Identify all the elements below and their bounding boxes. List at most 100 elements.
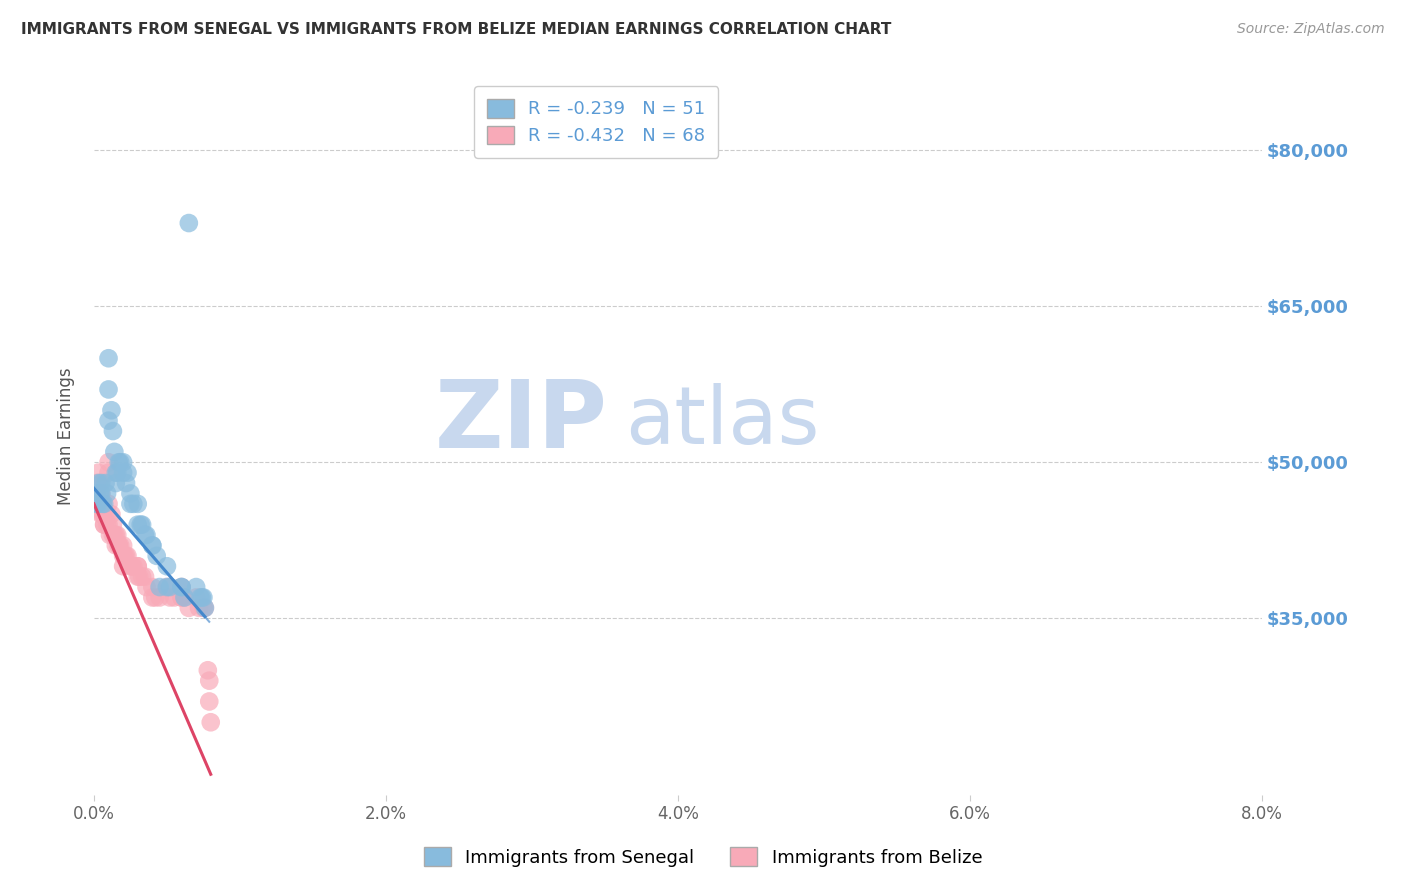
Point — [86, 497, 108, 511]
Point — [194, 600, 217, 615]
Point — [191, 591, 214, 605]
Point — [149, 591, 172, 605]
Point — [86, 476, 108, 491]
Point — [141, 538, 163, 552]
Point — [89, 476, 111, 491]
Point — [135, 580, 157, 594]
Legend: R = -0.239   N = 51, R = -0.432   N = 68: R = -0.239 N = 51, R = -0.432 N = 68 — [474, 87, 718, 158]
Point — [86, 497, 108, 511]
Point — [103, 528, 125, 542]
Point — [112, 466, 135, 480]
Point — [122, 559, 145, 574]
Text: IMMIGRANTS FROM SENEGAL VS IMMIGRANTS FROM BELIZE MEDIAN EARNINGS CORRELATION CH: IMMIGRANTS FROM SENEGAL VS IMMIGRANTS FR… — [21, 22, 891, 37]
Point — [90, 486, 112, 500]
Point — [86, 486, 108, 500]
Point — [134, 528, 156, 542]
Point — [198, 694, 221, 708]
Point — [100, 508, 122, 522]
Point — [87, 497, 110, 511]
Point — [105, 466, 128, 480]
Point — [93, 517, 115, 532]
Point — [170, 591, 193, 605]
Point — [159, 580, 181, 594]
Point — [96, 517, 118, 532]
Point — [120, 559, 142, 574]
Point — [177, 600, 200, 615]
Point — [156, 580, 179, 594]
Point — [177, 216, 200, 230]
Point — [115, 476, 138, 491]
Point — [84, 486, 107, 500]
Text: ZIP: ZIP — [434, 376, 607, 468]
Point — [135, 528, 157, 542]
Text: atlas: atlas — [626, 383, 820, 461]
Point — [96, 486, 118, 500]
Point — [107, 455, 129, 469]
Point — [104, 538, 127, 552]
Point — [156, 559, 179, 574]
Point — [105, 528, 128, 542]
Point — [141, 580, 163, 594]
Point — [134, 569, 156, 583]
Point — [120, 486, 142, 500]
Point — [131, 569, 153, 583]
Point — [127, 559, 149, 574]
Point — [122, 497, 145, 511]
Point — [117, 549, 139, 563]
Point — [87, 497, 110, 511]
Point — [163, 591, 186, 605]
Point — [173, 591, 195, 605]
Point — [128, 569, 150, 583]
Point — [197, 663, 219, 677]
Point — [127, 559, 149, 574]
Point — [91, 508, 114, 522]
Point — [89, 486, 111, 500]
Y-axis label: Median Earnings: Median Earnings — [58, 368, 75, 505]
Point — [98, 528, 121, 542]
Point — [190, 591, 212, 605]
Point — [184, 580, 207, 594]
Point — [127, 517, 149, 532]
Point — [112, 538, 135, 552]
Point — [97, 517, 120, 532]
Point — [170, 591, 193, 605]
Point — [97, 414, 120, 428]
Point — [108, 455, 131, 469]
Point — [112, 559, 135, 574]
Point — [117, 466, 139, 480]
Point — [112, 455, 135, 469]
Point — [87, 476, 110, 491]
Point — [120, 497, 142, 511]
Point — [170, 580, 193, 594]
Point — [97, 497, 120, 511]
Point — [91, 497, 114, 511]
Point — [90, 476, 112, 491]
Point — [103, 445, 125, 459]
Point — [93, 517, 115, 532]
Point — [100, 403, 122, 417]
Point — [90, 508, 112, 522]
Point — [141, 591, 163, 605]
Point — [143, 591, 166, 605]
Point — [194, 600, 217, 615]
Point — [145, 549, 167, 563]
Point — [101, 517, 124, 532]
Point — [97, 466, 120, 480]
Point — [115, 549, 138, 563]
Point — [200, 715, 222, 730]
Point — [170, 580, 193, 594]
Point — [127, 569, 149, 583]
Point — [156, 580, 179, 594]
Point — [170, 580, 193, 594]
Point — [141, 538, 163, 552]
Point — [107, 538, 129, 552]
Point — [193, 600, 215, 615]
Legend: Immigrants from Senegal, Immigrants from Belize: Immigrants from Senegal, Immigrants from… — [416, 840, 990, 874]
Point — [114, 549, 136, 563]
Point — [94, 508, 117, 522]
Text: Source: ZipAtlas.com: Source: ZipAtlas.com — [1237, 22, 1385, 37]
Point — [159, 591, 181, 605]
Point — [108, 538, 131, 552]
Point — [107, 538, 129, 552]
Point — [104, 476, 127, 491]
